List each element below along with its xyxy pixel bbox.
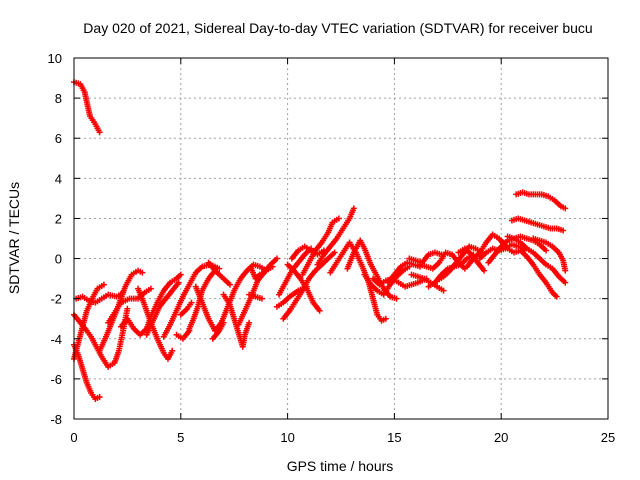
data-point <box>350 205 357 212</box>
data-point <box>481 267 488 274</box>
series-track-01 <box>71 79 103 136</box>
y-tick-label: 10 <box>48 51 62 66</box>
series-track-39 <box>455 245 488 274</box>
x-tick-label: 20 <box>494 430 508 445</box>
y-tick-label: -2 <box>50 292 62 307</box>
series-track-42 <box>485 233 550 266</box>
data-point <box>560 227 567 234</box>
data-point <box>147 285 154 292</box>
x-tick-label: 10 <box>280 430 294 445</box>
data-point <box>220 319 227 326</box>
series-track-16 <box>205 259 233 288</box>
data-point <box>96 129 103 136</box>
y-tick-label: -4 <box>50 332 62 347</box>
data-point <box>382 315 389 322</box>
series-track-25 <box>284 261 323 314</box>
series-track-34 <box>406 249 445 266</box>
x-tick-label: 15 <box>387 430 401 445</box>
data-point <box>226 281 233 288</box>
chart-title: Day 020 of 2021, Sidereal Day-to-day VTE… <box>83 20 592 36</box>
series-track-30 <box>344 237 400 302</box>
series-track-47 <box>530 235 569 274</box>
data-point <box>124 305 131 312</box>
data-point <box>316 307 323 314</box>
data-point <box>175 279 182 286</box>
series-track-20 <box>246 291 265 302</box>
data-point <box>139 269 146 276</box>
data-point <box>177 271 184 278</box>
data-point <box>562 205 569 212</box>
y-tick-label: 0 <box>55 252 62 267</box>
data-points <box>71 79 569 402</box>
series-track-24 <box>280 249 338 322</box>
series-track-45 <box>508 215 567 234</box>
data-point <box>273 255 280 262</box>
x-axis-label: GPS time / hours <box>287 458 394 474</box>
series-track-21 <box>248 263 276 282</box>
data-point <box>553 293 560 300</box>
series-track-10 <box>143 279 182 338</box>
data-point <box>96 393 103 400</box>
series-track-22 <box>273 283 310 310</box>
series-track-09 <box>135 285 176 362</box>
y-tick-label: 4 <box>55 171 62 186</box>
y-tick-label: 2 <box>55 211 62 226</box>
y-tick-label: -6 <box>50 372 62 387</box>
data-point <box>100 281 107 288</box>
series-track-03 <box>71 281 107 362</box>
data-point <box>258 295 265 302</box>
x-tick-label: 5 <box>177 430 184 445</box>
data-point <box>393 295 400 302</box>
series-track-44 <box>504 233 569 286</box>
data-point <box>335 215 342 222</box>
series-track-43 <box>498 237 560 300</box>
x-tick-label: 0 <box>70 430 77 445</box>
series-track-13 <box>177 299 195 318</box>
y-axis-label: SDTVAR / TECUs <box>6 182 22 294</box>
data-point <box>269 263 276 270</box>
plot-frame <box>73 57 609 420</box>
y-tick-label: 8 <box>55 91 62 106</box>
y-tick-label: -8 <box>50 412 62 427</box>
data-point <box>562 267 569 274</box>
data-point <box>331 249 338 256</box>
series-track-27 <box>299 215 342 278</box>
series-track-28 <box>314 205 357 268</box>
x-axis-ticks: 0 5 10 15 20 25 <box>70 58 615 445</box>
data-point <box>169 347 176 354</box>
y-axis-ticks: -8 -6 -4 -2 0 2 4 6 8 10 <box>48 51 608 427</box>
data-point <box>440 287 447 294</box>
series-track-46 <box>513 189 569 212</box>
x-tick-label: 25 <box>601 430 615 445</box>
data-point <box>562 279 569 286</box>
data-point <box>216 265 223 272</box>
data-point <box>188 299 195 306</box>
series-track-17 <box>209 319 227 342</box>
y-tick-label: 6 <box>55 131 62 146</box>
data-point <box>543 247 550 254</box>
data-point <box>246 319 253 326</box>
